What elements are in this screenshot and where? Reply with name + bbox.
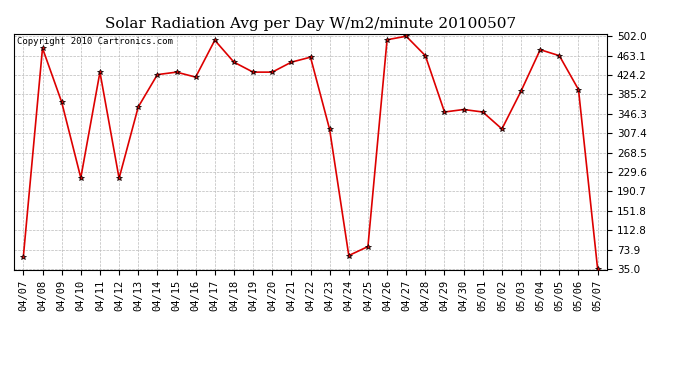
Title: Solar Radiation Avg per Day W/m2/minute 20100507: Solar Radiation Avg per Day W/m2/minute … <box>105 17 516 31</box>
Text: Copyright 2010 Cartronics.com: Copyright 2010 Cartronics.com <box>17 37 172 46</box>
